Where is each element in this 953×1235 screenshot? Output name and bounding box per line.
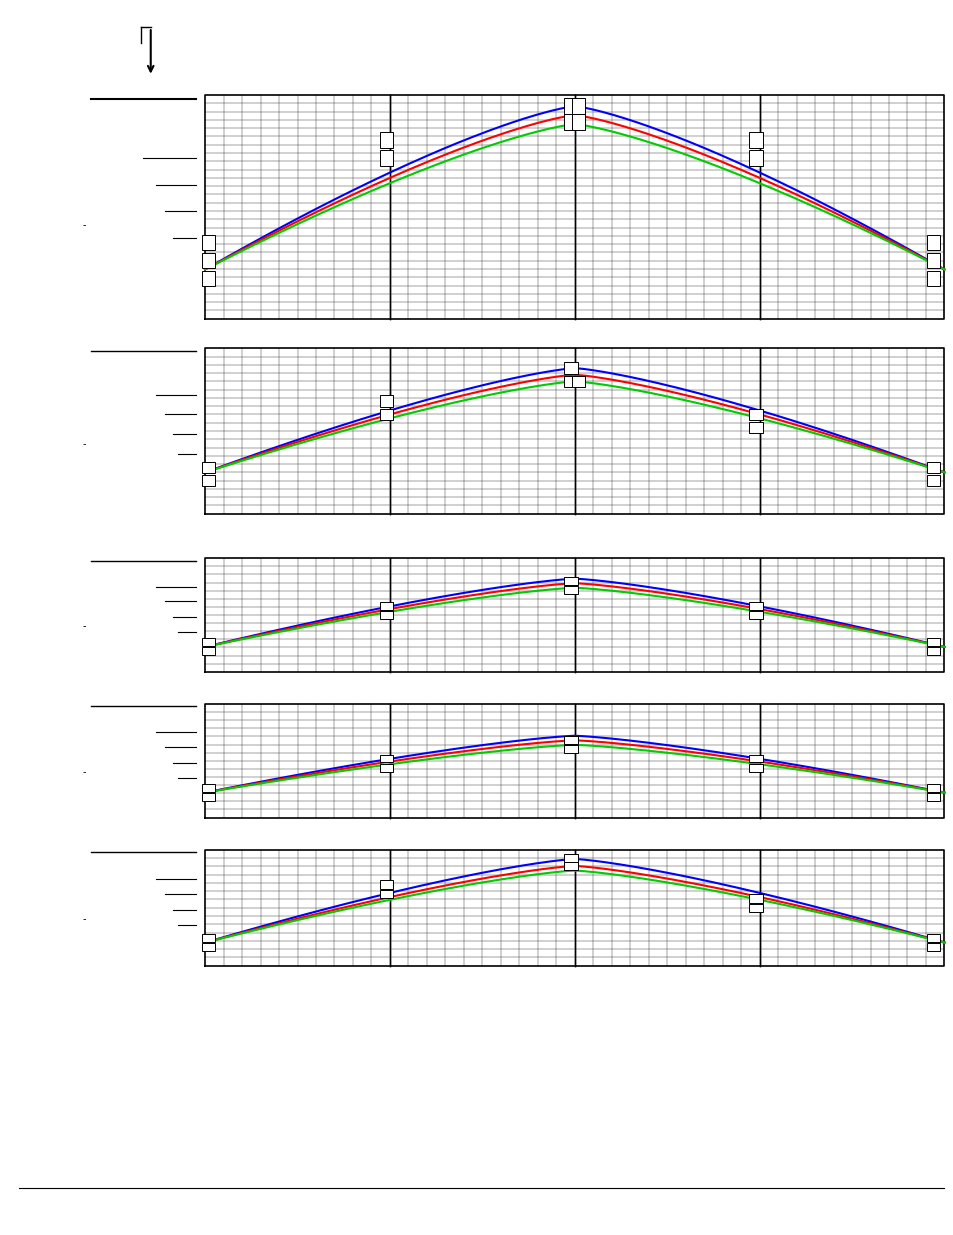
FancyBboxPatch shape	[925, 793, 939, 802]
FancyBboxPatch shape	[925, 638, 939, 646]
FancyBboxPatch shape	[925, 784, 939, 792]
FancyBboxPatch shape	[379, 395, 393, 408]
FancyBboxPatch shape	[748, 601, 761, 610]
FancyBboxPatch shape	[379, 889, 393, 898]
FancyBboxPatch shape	[748, 763, 761, 772]
FancyBboxPatch shape	[748, 149, 761, 165]
FancyBboxPatch shape	[564, 99, 578, 114]
FancyBboxPatch shape	[202, 647, 215, 656]
FancyBboxPatch shape	[925, 934, 939, 942]
Text: -: -	[82, 767, 86, 777]
FancyBboxPatch shape	[202, 475, 215, 487]
FancyBboxPatch shape	[379, 409, 393, 420]
FancyBboxPatch shape	[748, 132, 761, 148]
Text: -: -	[82, 440, 86, 450]
FancyBboxPatch shape	[925, 944, 939, 951]
FancyBboxPatch shape	[379, 763, 393, 772]
FancyBboxPatch shape	[748, 422, 761, 433]
FancyBboxPatch shape	[748, 409, 761, 420]
FancyBboxPatch shape	[379, 755, 393, 762]
FancyBboxPatch shape	[925, 462, 939, 473]
FancyBboxPatch shape	[202, 784, 215, 792]
FancyBboxPatch shape	[202, 235, 215, 251]
FancyBboxPatch shape	[925, 647, 939, 656]
FancyBboxPatch shape	[379, 132, 393, 148]
FancyBboxPatch shape	[564, 853, 578, 862]
FancyBboxPatch shape	[925, 475, 939, 487]
FancyBboxPatch shape	[379, 149, 393, 165]
FancyBboxPatch shape	[564, 862, 578, 869]
FancyBboxPatch shape	[202, 793, 215, 802]
FancyBboxPatch shape	[202, 944, 215, 951]
FancyBboxPatch shape	[202, 270, 215, 287]
FancyBboxPatch shape	[748, 755, 761, 762]
FancyBboxPatch shape	[748, 894, 761, 903]
FancyBboxPatch shape	[564, 577, 578, 585]
Text: -: -	[82, 220, 86, 230]
FancyBboxPatch shape	[379, 881, 393, 888]
FancyBboxPatch shape	[571, 375, 584, 387]
FancyBboxPatch shape	[925, 253, 939, 268]
FancyBboxPatch shape	[202, 253, 215, 268]
FancyBboxPatch shape	[564, 746, 578, 753]
FancyBboxPatch shape	[564, 587, 578, 594]
FancyBboxPatch shape	[202, 462, 215, 473]
FancyBboxPatch shape	[379, 611, 393, 619]
FancyBboxPatch shape	[379, 601, 393, 610]
FancyBboxPatch shape	[564, 375, 578, 387]
FancyBboxPatch shape	[564, 736, 578, 745]
FancyBboxPatch shape	[748, 611, 761, 619]
FancyBboxPatch shape	[571, 99, 584, 114]
Text: -: -	[82, 914, 86, 924]
FancyBboxPatch shape	[571, 114, 584, 130]
FancyBboxPatch shape	[564, 362, 578, 374]
FancyBboxPatch shape	[925, 270, 939, 287]
Text: -: -	[82, 621, 86, 631]
FancyBboxPatch shape	[202, 934, 215, 942]
FancyBboxPatch shape	[925, 235, 939, 251]
FancyBboxPatch shape	[748, 904, 761, 911]
FancyBboxPatch shape	[564, 114, 578, 130]
FancyBboxPatch shape	[202, 638, 215, 646]
